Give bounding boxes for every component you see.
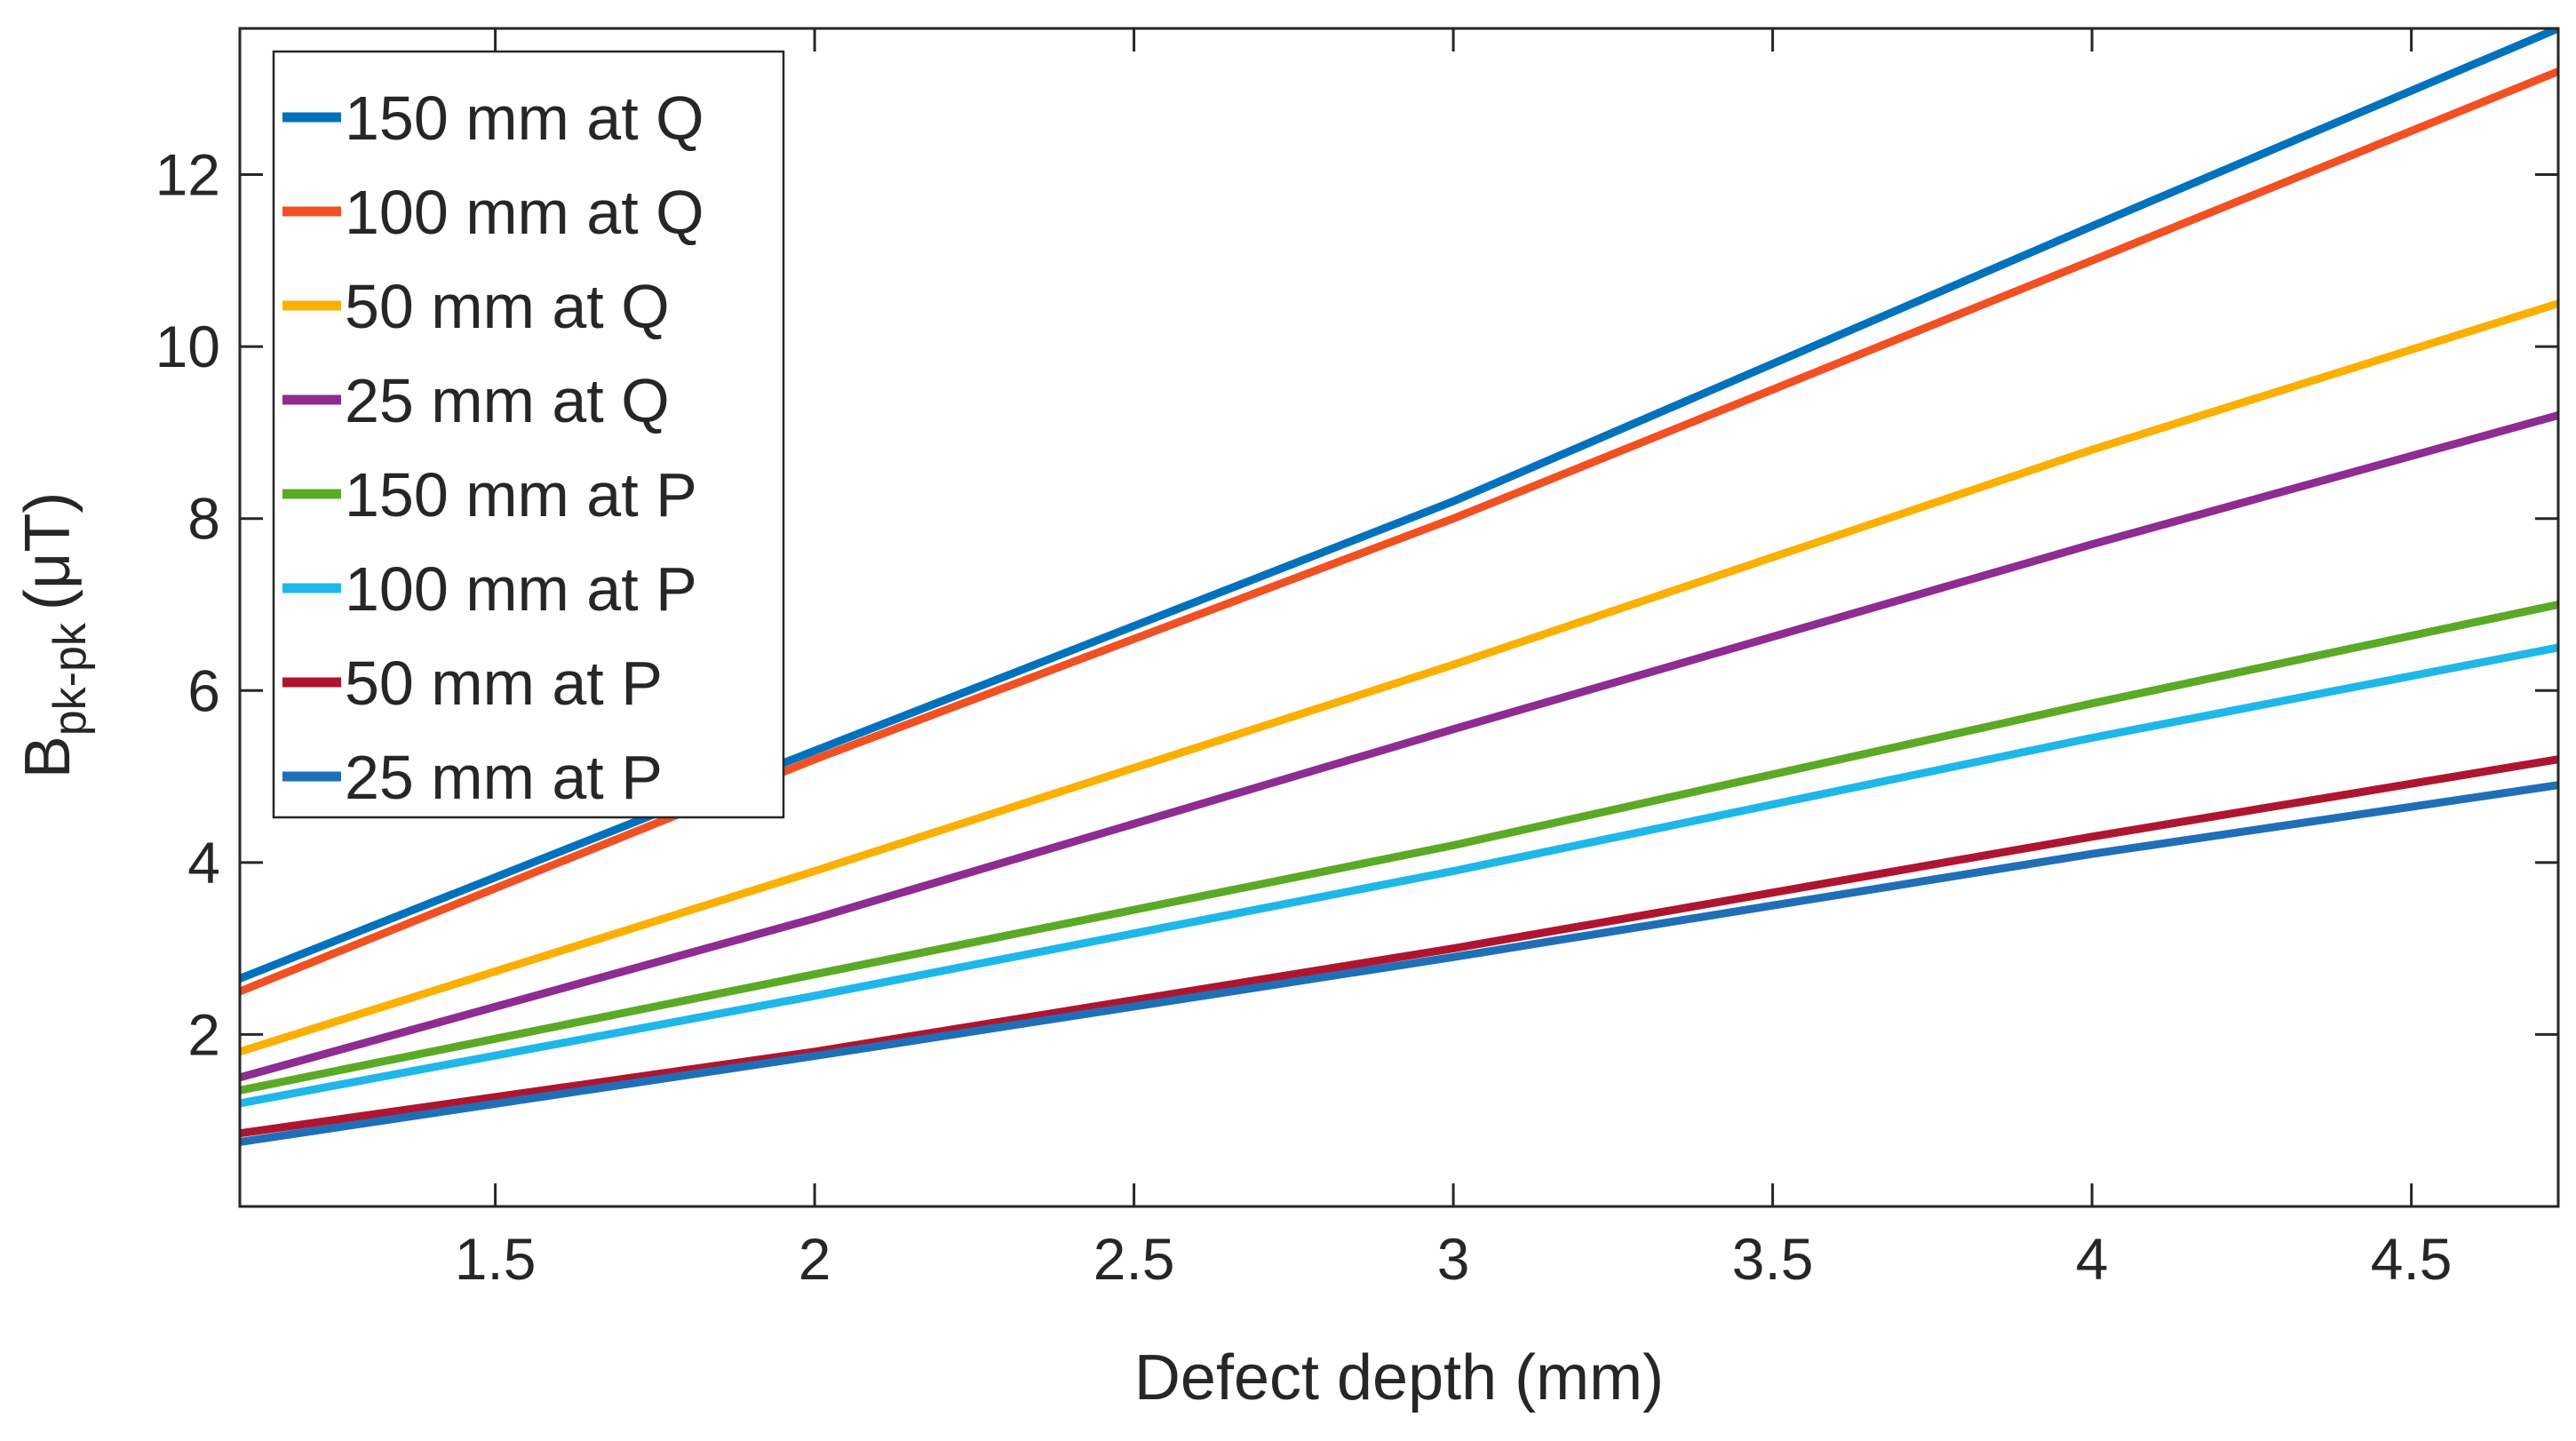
x-tick-label: 2 [799, 1226, 831, 1292]
series-line-7 [240, 755, 2558, 1138]
y-tick-label: 2 [187, 1001, 220, 1067]
y-axis-label: Bpk-pk (μT) [12, 492, 96, 779]
legend-item: 25 mm at P [282, 743, 663, 812]
legend-label: 100 mm at Q [345, 178, 704, 247]
legend-label: 25 mm at Q [345, 366, 670, 435]
y-tick-label: 12 [155, 142, 220, 208]
legend-label: 150 mm at Q [345, 84, 704, 153]
series-line-3 [240, 299, 2558, 1056]
legend-item: 25 mm at Q [282, 366, 670, 435]
legend-label: 50 mm at P [345, 649, 663, 718]
x-tick-label: 4.5 [2371, 1226, 2453, 1292]
series-line-8 [240, 781, 2558, 1146]
x-tick-label: 4 [2076, 1226, 2109, 1292]
legend-item: 50 mm at Q [282, 272, 670, 341]
x-tick-label: 1.5 [455, 1226, 537, 1292]
legend-label: 150 mm at P [345, 460, 697, 529]
x-tick-label: 3 [1437, 1226, 1470, 1292]
y-axis-label-subscript: pk-pk [44, 622, 96, 736]
plot-area-frame [238, 27, 2560, 1208]
series-line-2 [240, 68, 2558, 996]
y-tick-label: 8 [187, 486, 220, 552]
y-tick-label: 6 [187, 657, 220, 723]
y-tick-label: 10 [155, 314, 220, 379]
legend-item: 100 mm at Q [282, 178, 704, 247]
series-line-1 [240, 28, 2558, 983]
y-axis: 2 4 6 8 10 12 [155, 142, 2558, 1067]
x-tick-label: 2.5 [1093, 1226, 1175, 1292]
x-tick-label: 3.5 [1732, 1226, 1814, 1292]
legend-label: 100 mm at P [345, 554, 697, 624]
x-axis: 1.5 2 2.5 3 3.5 4 4.5 [455, 28, 2453, 1292]
legend: 150 mm at Q 100 mm at Q 50 mm at Q 25 mm at… [272, 50, 785, 819]
legend-item: 100 mm at P [282, 554, 697, 624]
y-tick-label: 4 [187, 830, 220, 896]
legend-item: 50 mm at P [282, 649, 663, 718]
legend-box [272, 50, 785, 819]
legend-label: 50 mm at Q [345, 272, 670, 341]
series-line-5 [240, 601, 2558, 1095]
legend-items: 150 mm at Q 100 mm at Q 50 mm at Q 25 mm at… [282, 84, 704, 812]
series-line-4 [240, 411, 2558, 1082]
series-line-6 [240, 643, 2558, 1108]
legend-item: 150 mm at Q [282, 84, 704, 153]
x-axis-label: Defect depth (mm) [1134, 1342, 1664, 1413]
series-layer [240, 28, 2558, 1146]
legend-label: 25 mm at P [345, 743, 663, 812]
y-axis-label-main: B [12, 736, 83, 778]
legend-item: 150 mm at P [282, 460, 697, 529]
y-axis-label-unit: (μT) [12, 492, 83, 610]
